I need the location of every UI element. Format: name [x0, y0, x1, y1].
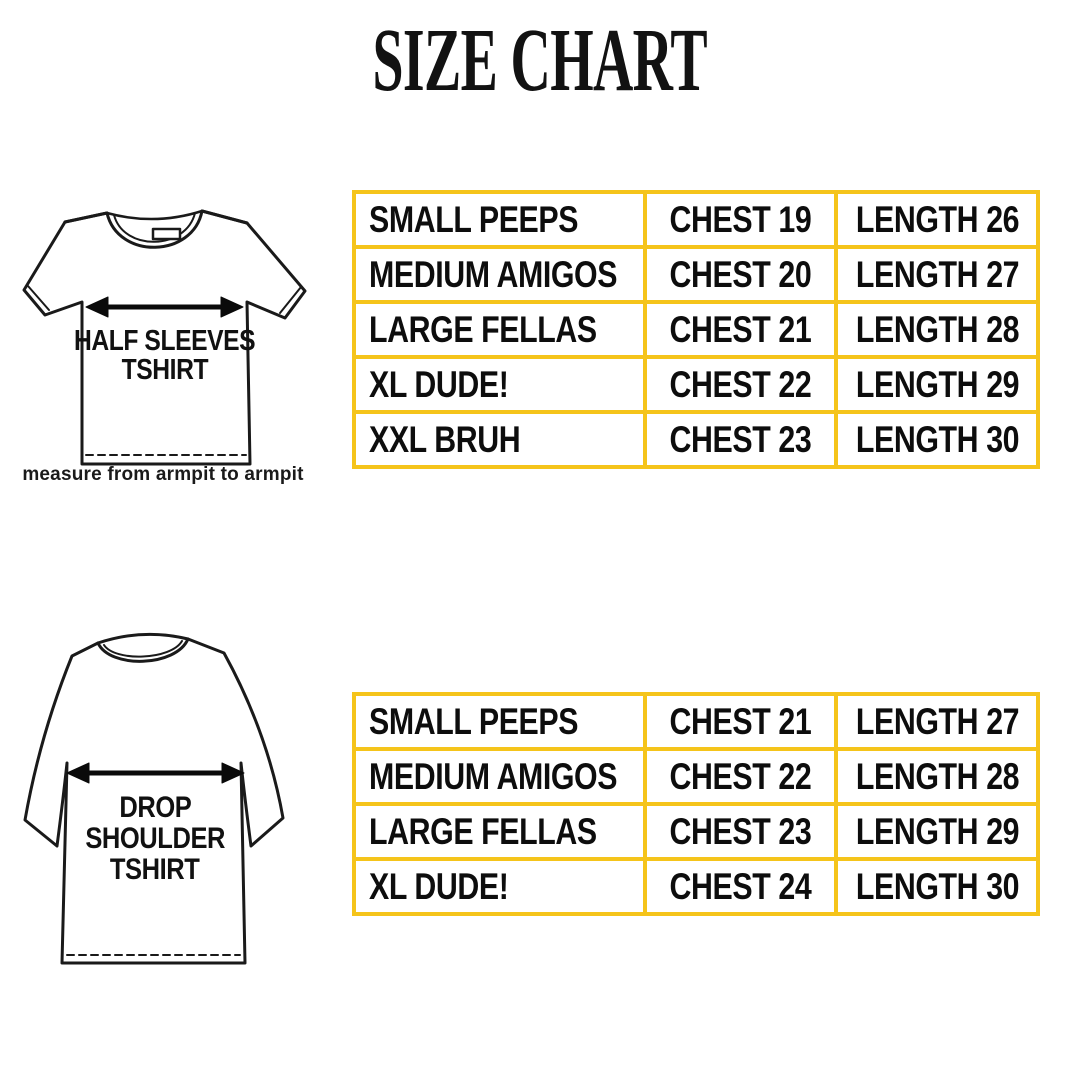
shirt-label-line: TSHIRT — [121, 354, 208, 386]
length-cell: LENGTH 28 — [834, 300, 1040, 359]
size-cell: SMALL PEEPS — [351, 692, 648, 751]
length-cell: LENGTH 29 — [834, 355, 1040, 414]
table-row: SMALL PEEPS CHEST 21 LENGTH 27 — [351, 692, 1040, 751]
table-row: XL DUDE! CHEST 22 LENGTH 29 — [351, 355, 1040, 414]
drop-shoulder-tshirt-icon — [23, 632, 285, 965]
half-sleeves-tshirt-icon — [22, 209, 307, 466]
length-cell: LENGTH 26 — [834, 190, 1040, 249]
chest-measure-arrow — [66, 762, 245, 784]
chest-cell: CHEST 22 — [643, 355, 839, 414]
size-cell: XL DUDE! — [351, 857, 648, 916]
table-row: LARGE FELLAS CHEST 21 LENGTH 28 — [351, 300, 1040, 359]
size-cell: SMALL PEEPS — [351, 190, 648, 249]
table-row: MEDIUM AMIGOS CHEST 20 LENGTH 27 — [351, 245, 1040, 304]
length-cell: LENGTH 30 — [834, 857, 1040, 916]
chest-cell: CHEST 22 — [643, 747, 839, 806]
table-row: XXL BRUH CHEST 23 LENGTH 30 — [351, 410, 1040, 469]
drop-shoulder-size-table: SMALL PEEPS CHEST 21 LENGTH 27 MEDIUM AM… — [351, 692, 1040, 916]
shirt-label-line: DROP — [119, 791, 191, 824]
half-sleeves-tshirt-label: HALF SLEEVES TSHIRT — [12, 327, 317, 385]
length-cell: LENGTH 30 — [834, 410, 1040, 469]
chest-cell: CHEST 20 — [643, 245, 839, 304]
tshirt-outline — [23, 637, 285, 965]
chest-cell: CHEST 21 — [643, 692, 839, 751]
shirt-label-line: HALF SLEEVES — [73, 325, 256, 357]
drop-shoulder-tshirt-label: DROP SHOULDER TSHIRT — [10, 792, 300, 885]
table-row: SMALL PEEPS CHEST 19 LENGTH 26 — [351, 190, 1040, 249]
length-cell: LENGTH 29 — [834, 802, 1040, 861]
chest-cell: CHEST 24 — [643, 857, 839, 916]
chest-measure-arrow — [85, 296, 244, 318]
size-cell: MEDIUM AMIGOS — [351, 245, 648, 304]
collar-label-tag — [151, 227, 182, 241]
page-title-text: SIZE CHART — [372, 11, 708, 110]
shirt-label-line: SHOULDER — [85, 822, 225, 855]
size-cell: XL DUDE! — [351, 355, 648, 414]
chest-cell: CHEST 23 — [643, 802, 839, 861]
tshirt-outline — [22, 209, 307, 466]
length-cell: LENGTH 28 — [834, 747, 1040, 806]
measure-caption: measure from armpit to armpit — [22, 464, 304, 485]
chest-cell: CHEST 19 — [643, 190, 839, 249]
chest-cell: CHEST 23 — [643, 410, 839, 469]
size-cell: MEDIUM AMIGOS — [351, 747, 648, 806]
length-cell: LENGTH 27 — [834, 245, 1040, 304]
shirt-label-line: TSHIRT — [110, 853, 200, 886]
table-row: LARGE FELLAS CHEST 23 LENGTH 29 — [351, 802, 1040, 861]
half-sleeves-size-table: SMALL PEEPS CHEST 19 LENGTH 26 MEDIUM AM… — [351, 190, 1040, 469]
table-row: MEDIUM AMIGOS CHEST 22 LENGTH 28 — [351, 747, 1040, 806]
size-cell: LARGE FELLAS — [351, 300, 648, 359]
page-title: SIZE CHART — [0, 16, 1080, 106]
size-cell: LARGE FELLAS — [351, 802, 648, 861]
size-cell: XXL BRUH — [351, 410, 648, 469]
chest-cell: CHEST 21 — [643, 300, 839, 359]
table-row: XL DUDE! CHEST 24 LENGTH 30 — [351, 857, 1040, 916]
length-cell: LENGTH 27 — [834, 692, 1040, 751]
